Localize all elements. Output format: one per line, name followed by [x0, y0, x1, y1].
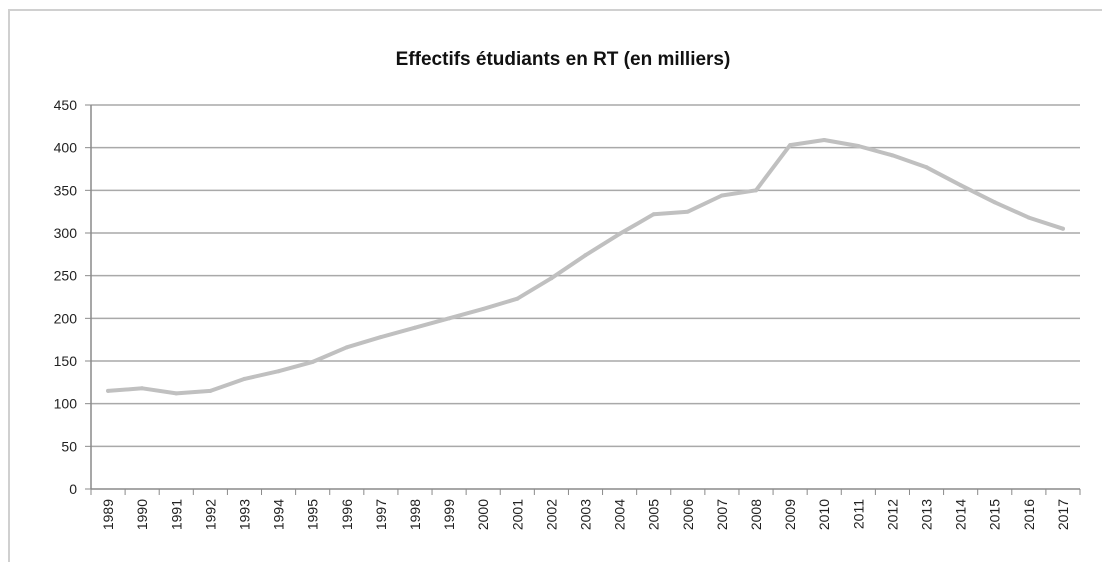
y-tick-label: 200: [54, 310, 78, 326]
series-layer: [106, 137, 1065, 396]
y-tick-label: 250: [54, 268, 78, 284]
y-tick-label: 50: [61, 438, 77, 454]
y-tick-label: 150: [54, 353, 78, 369]
data-point-2014: [958, 183, 963, 188]
x-tick-label: 2014: [953, 499, 969, 530]
data-point-2005: [651, 212, 656, 217]
data-point-2004: [617, 231, 622, 236]
x-tick-label: 2004: [612, 499, 628, 530]
data-point-2012: [890, 153, 895, 158]
x-tick-label: 2003: [578, 499, 594, 530]
x-tick-label: 2011: [850, 499, 866, 529]
y-tick-label: 450: [54, 97, 78, 113]
axes: [90, 105, 1081, 495]
x-tick-label: 2008: [748, 499, 764, 530]
x-tick-label: 2009: [782, 499, 798, 530]
y-tick-label: 300: [54, 225, 78, 241]
data-point-2016: [1026, 215, 1031, 220]
y-tick-labels: 0 50 100 150 200 250 300 350 400 450: [54, 97, 78, 497]
y-tick-label: 100: [54, 396, 78, 412]
x-tick-label: 2013: [919, 499, 935, 530]
x-tick-label: 1990: [134, 499, 150, 530]
data-point-2017: [1060, 226, 1065, 231]
x-tick-label: 1992: [202, 499, 218, 530]
data-point-1998: [412, 325, 417, 330]
chart-title: Effectifs étudiants en RT (en milliers): [396, 49, 731, 70]
x-tick-label: 2001: [509, 499, 525, 530]
x-tick-label: 2007: [714, 499, 730, 530]
x-tick-label: 2000: [475, 499, 491, 530]
x-tick-label: 1997: [373, 499, 389, 530]
x-tick-label: 2005: [646, 499, 662, 530]
x-tick-label: 1989: [100, 499, 116, 530]
y-tick-label: 0: [69, 481, 77, 497]
x-tick-label: 1998: [407, 499, 423, 530]
x-tick-label: 1991: [168, 499, 184, 530]
data-point-2013: [924, 165, 929, 170]
x-tick-label: 1995: [305, 499, 321, 530]
data-point-2000: [481, 306, 486, 311]
x-tick-label: 2015: [987, 499, 1003, 530]
data-point-2010: [822, 137, 827, 142]
chart-frame-left-border: [8, 9, 10, 562]
x-tick-label: 1993: [236, 499, 252, 530]
y-tick-label: 350: [54, 182, 78, 198]
data-point-2003: [583, 253, 588, 258]
x-tick-label: 1994: [271, 499, 287, 530]
data-point-1992: [208, 388, 213, 393]
x-tick-label: 2002: [543, 499, 559, 530]
x-tick-label: 1996: [339, 499, 355, 530]
data-point-1999: [447, 316, 452, 321]
data-point-2008: [754, 188, 759, 193]
data-point-2015: [992, 200, 997, 205]
data-point-1990: [140, 386, 145, 391]
data-point-2009: [788, 143, 793, 148]
data-point-1994: [276, 369, 281, 374]
y-tick-label: 400: [54, 140, 78, 156]
x-tick-label: 2016: [1021, 499, 1037, 530]
data-point-1997: [378, 335, 383, 340]
x-tick-label: 2010: [816, 499, 832, 530]
data-point-2006: [685, 209, 690, 214]
x-tick-label: 2006: [680, 499, 696, 530]
data-point-2011: [856, 143, 861, 148]
data-point-1996: [344, 345, 349, 350]
grid-lines: [85, 104, 1080, 490]
data-point-2002: [549, 276, 554, 281]
x-tick-labels: 1989 1990 1991 1992 1993 1994 1995 1996 1997 1998…: [100, 499, 1071, 530]
x-tick-label: 2017: [1055, 499, 1071, 530]
series-line: [106, 138, 1065, 396]
data-point-1995: [310, 359, 315, 364]
x-tick-label: 1999: [441, 499, 457, 530]
data-point-2007: [719, 193, 724, 198]
chart-frame-top-border: [8, 9, 1102, 11]
data-point-1991: [174, 391, 179, 396]
x-tick-label: 2012: [884, 499, 900, 530]
data-point-2001: [515, 296, 520, 301]
data-point-1993: [242, 376, 247, 381]
data-point-1989: [106, 388, 111, 393]
